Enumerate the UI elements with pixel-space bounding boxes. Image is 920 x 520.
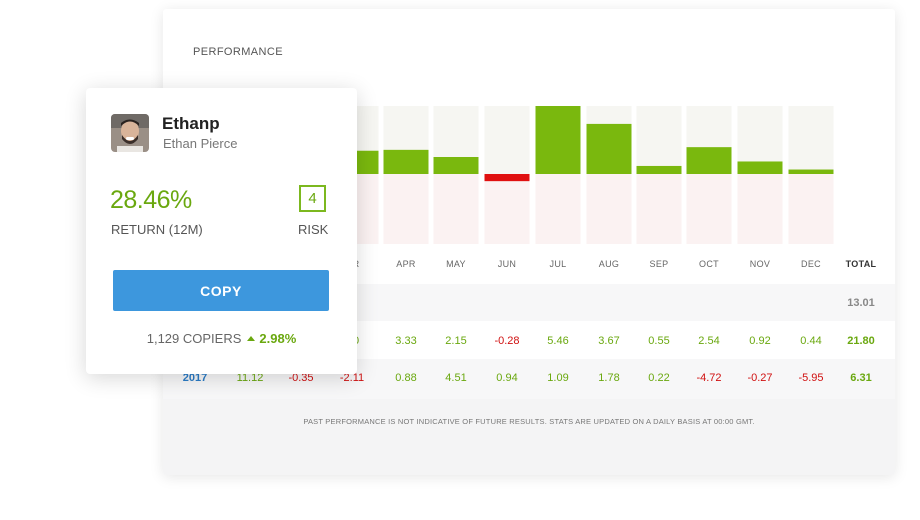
- value-cell: -0.35: [288, 372, 314, 384]
- value-cell: 1.78: [598, 372, 620, 384]
- value-cell: 0.44: [800, 335, 822, 347]
- bar-background-negative: [737, 174, 783, 244]
- copy-button[interactable]: COPY: [113, 270, 329, 311]
- return-value: 28.46%: [110, 186, 192, 214]
- trader-username[interactable]: Ethanp: [162, 114, 220, 133]
- bar-nov[interactable]: [737, 161, 783, 174]
- month-label-total: TOTAL: [845, 259, 877, 269]
- bar-background-negative: [788, 174, 834, 244]
- copiers-change-value: 2.98%: [259, 331, 297, 346]
- total-cell: 6.31: [850, 372, 872, 384]
- bar-jun[interactable]: [484, 174, 530, 182]
- value-cell: 0.88: [395, 372, 417, 384]
- performance-panel: PERFORMANCE R APR MAY JUN JUL AUG SEP OC…: [163, 9, 895, 475]
- year-cell: 2017: [182, 372, 208, 384]
- month-label-nov: NOV: [749, 259, 771, 269]
- performance-title: PERFORMANCE: [193, 46, 283, 58]
- month-label-sep: SEP: [649, 259, 669, 269]
- value-cell: -2.11: [339, 372, 365, 384]
- value-cell: 0.92: [749, 335, 771, 347]
- risk-score-badge: 4: [299, 185, 326, 212]
- value-cell: 11.12: [236, 372, 264, 384]
- footer-area: PAST PERFORMANCE IS NOT INDICATIVE OF FU…: [163, 399, 895, 475]
- return-label: RETURN (12M): [111, 222, 203, 237]
- avatar[interactable]: [111, 114, 149, 152]
- bar-background-positive: [788, 106, 834, 174]
- total-cell: 21.80: [847, 335, 875, 347]
- trader-card: Ethanp Ethan Pierce 28.46% RETURN (12M) …: [86, 88, 357, 374]
- bar-background-negative: [586, 174, 632, 244]
- value-cell: 0.55: [648, 335, 670, 347]
- value-cell: -4.72: [696, 372, 722, 384]
- bar-background-positive: [636, 106, 682, 174]
- bar-background-negative: [535, 174, 581, 244]
- month-label-dec: DEC: [801, 259, 821, 269]
- copiers-count: 1,129 COPIERS: [146, 331, 242, 346]
- avatar-image: [111, 114, 149, 152]
- month-label-may: MAY: [446, 259, 466, 269]
- value-cell: -0.27: [747, 372, 773, 384]
- table-row: 2017 11.12 -0.35 -2.11 0.88 4.51 0.94 1.…: [163, 359, 895, 399]
- value-cell: 2.54: [698, 335, 720, 347]
- value-cell: -0.28: [494, 335, 520, 347]
- month-label-apr: APR: [396, 259, 416, 269]
- bar-apr[interactable]: [383, 149, 429, 174]
- bar-background-negative: [383, 174, 429, 244]
- bar-oct[interactable]: [686, 147, 732, 174]
- disclaimer-text: PAST PERFORMANCE IS NOT INDICATIVE OF FU…: [303, 417, 755, 426]
- bar-background-negative: [484, 174, 530, 244]
- value-cell: 3.33: [395, 335, 417, 347]
- value-cell: 0.22: [648, 372, 670, 384]
- arrow-up-icon: [247, 336, 256, 342]
- value-cell: 0.94: [496, 372, 518, 384]
- total-cell: 13.01: [847, 297, 875, 309]
- value-cell: -5.95: [798, 372, 824, 384]
- month-label-oct: OCT: [699, 259, 719, 269]
- bar-background-negative: [433, 174, 479, 244]
- risk-label: RISK: [298, 222, 329, 237]
- value-cell: 5.46: [547, 335, 569, 347]
- bar-background-negative: [636, 174, 682, 244]
- bar-background-positive: [484, 106, 530, 174]
- value-cell: 4.51: [445, 372, 467, 384]
- bar-aug[interactable]: [586, 123, 632, 174]
- month-label-jul: JUL: [549, 259, 567, 269]
- copiers-change: 2.98%: [247, 331, 296, 346]
- bar-background-negative: [686, 174, 732, 244]
- copiers-info: 1,129 COPIERS 2.98%: [86, 331, 357, 346]
- value-cell: 2.15: [445, 335, 467, 347]
- month-label-jun: JUN: [497, 259, 517, 269]
- value-cell: 1.09: [547, 372, 569, 384]
- month-label-aug: AUG: [598, 259, 620, 269]
- bar-sep[interactable]: [636, 165, 682, 174]
- bar-may[interactable]: [433, 157, 479, 174]
- value-cell: 3.67: [598, 335, 620, 347]
- trader-fullname: Ethan Pierce: [163, 136, 238, 151]
- bar-dec[interactable]: [788, 169, 834, 174]
- bar-jul[interactable]: [535, 106, 581, 174]
